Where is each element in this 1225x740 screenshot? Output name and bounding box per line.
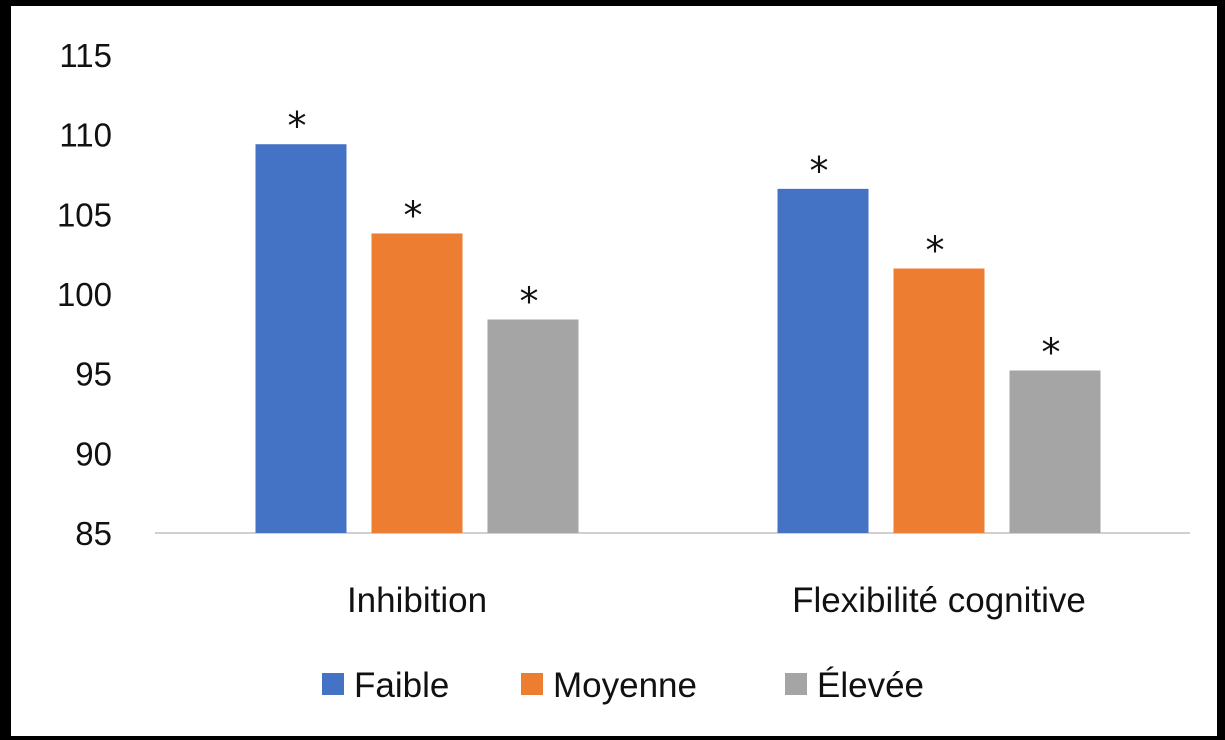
- y-tick-label: 105: [57, 196, 112, 233]
- legend-swatch-faible: [322, 673, 344, 695]
- x-category-label: Flexibilité cognitive: [792, 581, 1086, 620]
- bar-élevée: [1009, 370, 1101, 533]
- significance-star: *: [520, 279, 539, 323]
- significance-star: *: [1042, 330, 1061, 374]
- y-tick-label: 115: [59, 37, 112, 74]
- y-tick-label: 85: [75, 515, 112, 552]
- legend-label: Élevée: [817, 666, 924, 705]
- bar-élevée: [487, 319, 579, 533]
- legend-label: Moyenne: [553, 666, 697, 705]
- bar-moyenne: [371, 233, 463, 533]
- y-tick-label: 110: [59, 117, 112, 154]
- legend-swatch-élevée: [785, 673, 807, 695]
- significance-star: *: [404, 193, 423, 237]
- significance-star: *: [926, 229, 945, 273]
- bar-faible: [777, 188, 869, 533]
- legend-swatch-moyenne: [521, 673, 543, 695]
- significance-star: *: [288, 104, 307, 148]
- significance-star: *: [810, 149, 829, 193]
- y-tick-label: 95: [75, 356, 112, 393]
- y-tick-label: 90: [75, 435, 112, 472]
- y-tick-label: 100: [57, 276, 112, 313]
- legend-label: Faible: [354, 666, 449, 705]
- bar-faible: [255, 144, 347, 533]
- x-category-label: Inhibition: [347, 581, 487, 620]
- bar-moyenne: [893, 268, 985, 533]
